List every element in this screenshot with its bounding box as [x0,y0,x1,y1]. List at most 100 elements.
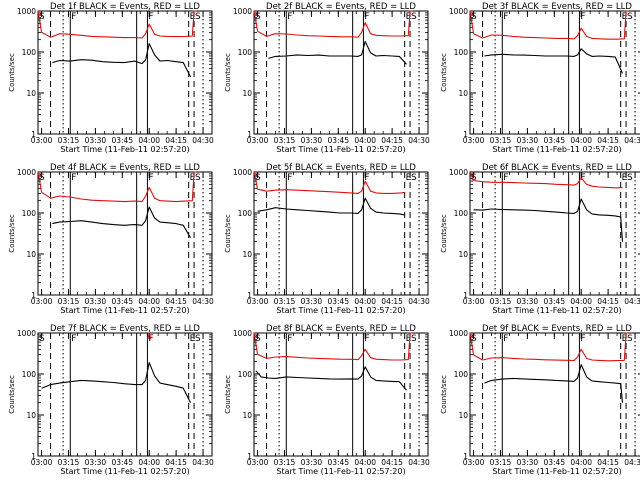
x-tick-label: 04:00 [138,297,160,306]
x-tick-label: 03:15 [58,297,80,306]
marker-label: F [148,12,153,22]
y-tick-label: 100 [238,370,253,379]
x-tick-label: 04:15 [165,136,187,145]
marker-label: E [190,334,196,344]
marker-label: S [411,334,417,344]
marker-label: S [195,12,201,22]
x-axis-label: Start Time (11-Feb-11 02:57:20) [276,145,405,154]
x-tick-label: 03:30 [85,136,107,145]
marker-label: F [71,334,76,344]
marker-label: S [627,173,633,183]
chart-panel-4: Det 4f BLACK = Events, RED = LLD 1 10 100 10… [8,163,214,315]
marker-label: S [39,12,45,22]
x-tick-label: 04:30 [408,458,430,467]
y-axis-label: Counts/sec [224,53,232,92]
chart-title: Det 6f BLACK = Events, RED = LLD [482,163,632,173]
x-tick-label: 03:30 [301,297,323,306]
chart-title: Det 8f BLACK = Events, RED = LLD [266,324,416,334]
x-axis-label: Start Time (11-Feb-11 02:57:20) [492,306,621,315]
series-line-red [469,171,623,189]
x-axis-label: Start Time (11-Feb-11 02:57:20) [276,306,405,315]
marker-label: S [255,334,261,344]
x-tick-label: 03:30 [517,297,539,306]
y-tick-label: 1 [247,130,252,139]
marker-label: F [364,173,369,183]
plot-frame [253,10,429,135]
y-tick-label: 100 [238,209,253,218]
x-tick-label: 03:15 [274,458,296,467]
series-line-red [253,171,405,194]
y-tick-label: 1000 [449,168,468,177]
marker-label: S [627,334,633,344]
marker-label: F [503,173,508,183]
x-tick-label: 03:00 [31,136,53,145]
y-tick-label: 10 [26,411,36,420]
x-axis-label: Start Time (11-Feb-11 02:57:20) [276,467,405,476]
series-line-red [469,10,628,40]
x-tick-label: 04:15 [165,297,187,306]
x-tick-label: 04:00 [570,136,592,145]
x-tick-label: 04:00 [570,297,592,306]
y-tick-label: 10 [458,89,468,98]
y-tick-label: 1000 [17,168,36,177]
y-tick-label: 10 [26,89,36,98]
y-tick-label: 1 [31,452,36,461]
y-tick-label: 1000 [17,7,36,16]
x-tick-label: 04:15 [597,297,619,306]
y-tick-label: 1000 [233,168,252,177]
chart-panel-8: Det 8f BLACK = Events, RED = LLD 1 10 100 10… [224,324,430,476]
y-axis-label: Counts/sec [440,53,448,92]
x-tick-label: 03:15 [490,136,512,145]
y-tick-label: 100 [454,370,469,379]
marker-label: S [411,12,417,22]
x-tick-label: 03:00 [31,297,53,306]
series-line-black [268,40,407,65]
y-tick-label: 1 [463,452,468,461]
marker-label: S [39,173,45,183]
x-tick-label: 03:00 [247,297,269,306]
series-line-black [52,206,191,238]
y-tick-label: 10 [242,250,252,259]
x-tick-label: 04:15 [381,136,403,145]
y-tick-label: 1 [463,291,468,300]
chart-panel-9: Det 9f BLACK = Events, RED = LLD 1 10 100 10… [440,324,640,476]
chart-panel-7: Det 7f BLACK = Events, RED = LLD 1 10 100 10… [8,324,214,476]
series-line-red [253,332,412,361]
x-tick-label: 04:00 [354,297,376,306]
marker-label: E [622,334,628,344]
x-tick-label: 03:15 [274,136,296,145]
chart-title: Det 9f BLACK = Events, RED = LLD [482,324,632,334]
chart-title: Det 7f BLACK = Events, RED = LLD [50,324,200,334]
x-tick-label: 03:00 [247,458,269,467]
x-tick-label: 03:15 [58,458,80,467]
x-tick-label: 04:15 [597,458,619,467]
y-tick-label: 1000 [233,329,252,338]
marker-label: E [406,12,412,22]
x-tick-label: 03:45 [111,297,133,306]
marker-label: S [255,173,261,183]
series-line-red [146,332,152,340]
marker-label: S [471,12,477,22]
x-tick-label: 03:00 [463,297,485,306]
plot-frame [37,171,213,296]
y-tick-label: 1000 [449,7,468,16]
marker-label: S [255,12,261,22]
x-tick-label: 03:30 [517,458,539,467]
y-tick-label: 1 [31,291,36,300]
y-tick-label: 1 [247,291,252,300]
x-tick-label: 04:15 [165,458,187,467]
series-line-red [37,10,196,39]
x-tick-label: 03:45 [327,297,349,306]
x-tick-label: 03:00 [463,458,485,467]
x-tick-label: 04:00 [570,458,592,467]
x-tick-label: 04:30 [624,297,640,306]
chart-panel-1: Det 1f BLACK = Events, RED = LLD 1 10 100 10… [8,2,214,154]
y-axis-label: Counts/sec [224,375,232,414]
x-tick-label: 03:30 [517,136,539,145]
x-tick-label: 04:15 [381,458,403,467]
x-tick-label: 04:15 [381,297,403,306]
y-axis-label: Counts/sec [8,375,16,414]
x-tick-label: 04:30 [624,136,640,145]
marker-label: E [622,173,628,183]
marker-label: E [190,12,196,22]
